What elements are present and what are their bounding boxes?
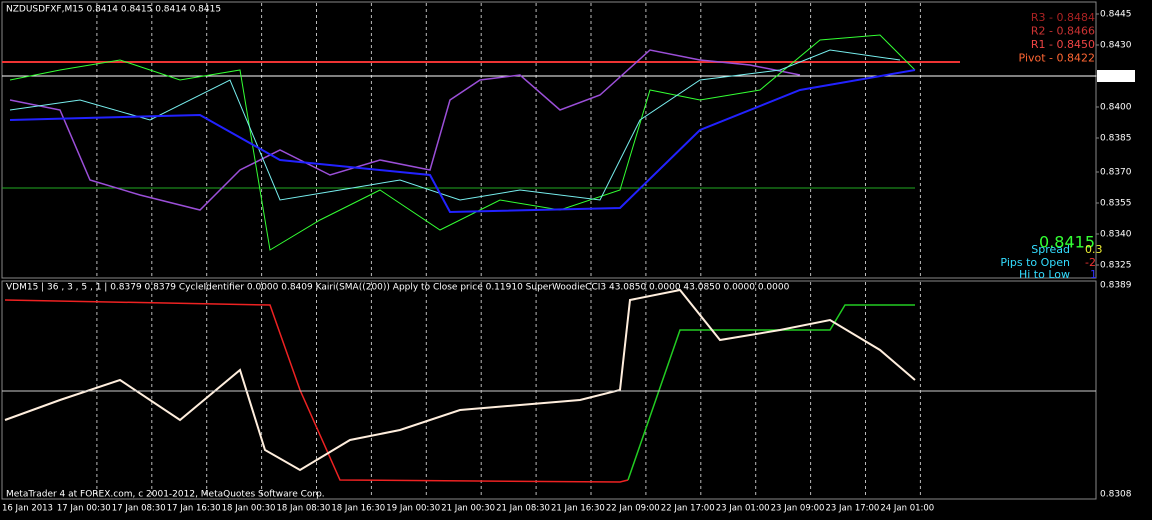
time-tick-label: 21 Jan 08:30 [496,504,550,514]
time-tick-label: 18 Jan 08:30 [277,504,331,514]
time-tick-label: 24 Jan 01:00 [880,504,934,514]
pivot-label: R1 - 0.8450 [1031,38,1095,51]
price-trace [9,69,916,214]
price-trace [9,34,916,251]
sub-frame [1,280,1097,500]
price-tick-label: 0.8370 [1100,168,1132,178]
indicator-trace [627,304,915,481]
pivot-label: R2 - 0.8466 [1031,25,1095,38]
indicator-header: VDM15 | 36 , 3 , 5 , 1 | 0.8379 0.8379 C… [6,283,790,293]
time-tick-label: 23 Jan 17:00 [826,504,880,514]
sub-axis-top: 0.8389 [1100,281,1132,291]
indicator-trace [4,299,629,483]
time-tick-label: 17 Jan 08:30 [112,504,166,514]
price-tick-label: 0.8325 [1100,261,1132,271]
spread-label: Spread [1031,243,1070,256]
price-tick-label: 0.8430 [1100,41,1132,51]
time-tick-label: 16 Jan 2013 [2,504,53,514]
price-tick-label: 0.8385 [1100,134,1132,144]
indicator-trace [4,288,916,472]
pips-label: Pips to Open [1000,256,1070,269]
time-tick-label: 22 Jan 17:00 [661,504,715,514]
price-tick-label: 0.8400 [1100,103,1132,113]
time-tick-label: 22 Jan 09:00 [606,504,660,514]
footer: MetaTrader 4 at FOREX.com, c 2001-2012, … [6,490,325,500]
time-axis: 16 Jan 2013 17 Jan 00:30 17 Jan 08:30 17 Ja… [2,504,934,514]
time-tick-label: 18 Jan 00:30 [222,504,276,514]
pivot-label: R3 - 0.8484 [1031,11,1095,24]
hilo-value: 1 [1090,268,1097,281]
time-tick-label: 23 Jan 01:00 [716,504,770,514]
price-tick-label: 0.8355 [1100,199,1132,209]
time-tick-label: 21 Jan 16:30 [551,504,605,514]
time-tick-label: 18 Jan 16:30 [331,504,385,514]
time-tick-label: 21 Jan 00:30 [441,504,495,514]
spread-value: 0.3 [1085,243,1103,256]
price-trace [9,49,801,211]
sub-axis-bottom: 0.8308 [1100,490,1132,500]
pips-value: -2 [1085,256,1096,269]
time-tick-label: 19 Jan 00:30 [386,504,440,514]
pivot-label: Pivot - 0.8422 [1019,52,1095,65]
symbol-header: NZDUSDFXF,M15 0.8414 0.8415 0.8414 0.841… [6,5,221,15]
price-trace [9,49,901,201]
price-tick-label: 0.8445 [1100,10,1132,20]
main-frame [1,1,1097,279]
info-price: 0.8415 [1039,233,1095,252]
time-tick-label: 23 Jan 09:00 [771,504,825,514]
hilo-label: Hi to Low [1019,268,1070,281]
grid [96,3,921,498]
bid-box [1097,70,1135,82]
price-axis: 0.84450.84300.84150.84000.83850.83700.83… [1096,10,1132,271]
time-tick-label: 17 Jan 16:30 [167,504,221,514]
time-tick-label: 17 Jan 00:30 [57,504,111,514]
price-tick-label: 0.8340 [1100,230,1132,240]
